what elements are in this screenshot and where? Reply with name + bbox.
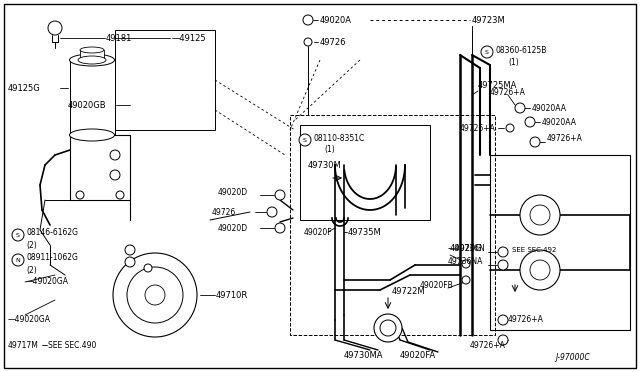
Circle shape — [515, 103, 525, 113]
Circle shape — [113, 253, 197, 337]
Circle shape — [110, 150, 120, 160]
Circle shape — [48, 21, 62, 35]
Text: (1): (1) — [508, 58, 519, 67]
Circle shape — [462, 260, 470, 268]
Ellipse shape — [80, 47, 104, 53]
Circle shape — [304, 38, 312, 46]
Text: 08360-6125B: 08360-6125B — [496, 45, 547, 55]
Text: 49020G: 49020G — [450, 244, 483, 253]
Text: 49726+A: 49726+A — [470, 340, 506, 350]
Text: 49181: 49181 — [106, 33, 132, 42]
Text: 49723M: 49723M — [472, 16, 506, 25]
Text: SEE SEC.492: SEE SEC.492 — [512, 247, 556, 253]
Text: 49125G: 49125G — [8, 83, 41, 93]
Circle shape — [498, 260, 508, 270]
Circle shape — [127, 267, 183, 323]
Circle shape — [462, 276, 470, 284]
Circle shape — [481, 46, 493, 58]
Circle shape — [520, 250, 560, 290]
Text: 49730M: 49730M — [308, 160, 342, 170]
Text: S: S — [485, 49, 489, 55]
Ellipse shape — [70, 129, 115, 141]
Bar — [290, 115, 495, 335]
Circle shape — [530, 137, 540, 147]
Circle shape — [275, 223, 285, 233]
Text: 49726: 49726 — [212, 208, 236, 217]
Text: 49726+A: 49726+A — [508, 315, 544, 324]
Text: 49730MA: 49730MA — [344, 350, 383, 359]
Circle shape — [76, 191, 84, 199]
Bar — [70, 60, 115, 135]
Circle shape — [530, 205, 550, 225]
Text: 49726: 49726 — [320, 38, 346, 46]
Text: 49020F: 49020F — [304, 228, 333, 237]
Text: —49736N: —49736N — [448, 244, 486, 253]
Text: 49020A: 49020A — [320, 16, 352, 25]
Circle shape — [530, 260, 550, 280]
Text: 49020D: 49020D — [218, 187, 248, 196]
Circle shape — [498, 247, 508, 257]
Text: 49726+A: 49726+A — [547, 134, 583, 142]
Text: (2): (2) — [26, 266, 36, 275]
Text: 08110-8351C: 08110-8351C — [314, 134, 365, 142]
Circle shape — [12, 254, 24, 266]
Ellipse shape — [70, 54, 115, 66]
Text: 49020AA: 49020AA — [532, 103, 567, 112]
Text: 49020AA: 49020AA — [542, 118, 577, 126]
Text: S: S — [303, 138, 307, 142]
Text: —49020GA: —49020GA — [26, 278, 69, 286]
Text: 49020GB: 49020GB — [68, 100, 107, 109]
Bar — [80, 50, 104, 60]
Text: —49125: —49125 — [172, 33, 207, 42]
Circle shape — [145, 285, 165, 305]
Circle shape — [144, 264, 152, 272]
Circle shape — [525, 117, 535, 127]
Text: 49020D: 49020D — [218, 224, 248, 232]
Bar — [300, 125, 430, 220]
Text: 49722M: 49722M — [392, 288, 426, 296]
Circle shape — [506, 124, 514, 132]
Text: N: N — [15, 257, 20, 263]
Text: (2): (2) — [26, 241, 36, 250]
Text: 49020FA: 49020FA — [400, 350, 436, 359]
Text: S: S — [16, 232, 20, 237]
Circle shape — [125, 245, 135, 255]
Circle shape — [498, 335, 508, 345]
Text: 49020FB: 49020FB — [420, 280, 454, 289]
Text: (1): (1) — [324, 144, 335, 154]
Circle shape — [299, 134, 311, 146]
Text: 49726+A: 49726+A — [490, 87, 526, 96]
Bar — [115, 30, 215, 130]
Text: 08146-6162G: 08146-6162G — [26, 228, 78, 237]
Circle shape — [380, 320, 396, 336]
Bar — [490, 155, 630, 330]
Text: 49725MA: 49725MA — [478, 80, 517, 90]
Circle shape — [275, 190, 285, 200]
Text: 49726+A: 49726+A — [460, 124, 496, 132]
Circle shape — [374, 314, 402, 342]
Text: —49020GA: —49020GA — [8, 315, 51, 324]
Circle shape — [116, 191, 124, 199]
Text: J-97000C: J-97000C — [555, 353, 589, 362]
Circle shape — [520, 195, 560, 235]
Circle shape — [110, 170, 120, 180]
Ellipse shape — [78, 56, 106, 64]
Circle shape — [498, 315, 508, 325]
Text: 49717M: 49717M — [8, 340, 39, 350]
Circle shape — [12, 229, 24, 241]
Text: 49710R: 49710R — [216, 291, 248, 299]
Circle shape — [303, 15, 313, 25]
Text: 08911-1062G: 08911-1062G — [26, 253, 78, 262]
Text: SEE SEC.490: SEE SEC.490 — [48, 340, 97, 350]
Text: 49736NA: 49736NA — [448, 257, 483, 266]
Text: 49735M: 49735M — [348, 228, 381, 237]
Circle shape — [267, 207, 277, 217]
Circle shape — [125, 257, 135, 267]
